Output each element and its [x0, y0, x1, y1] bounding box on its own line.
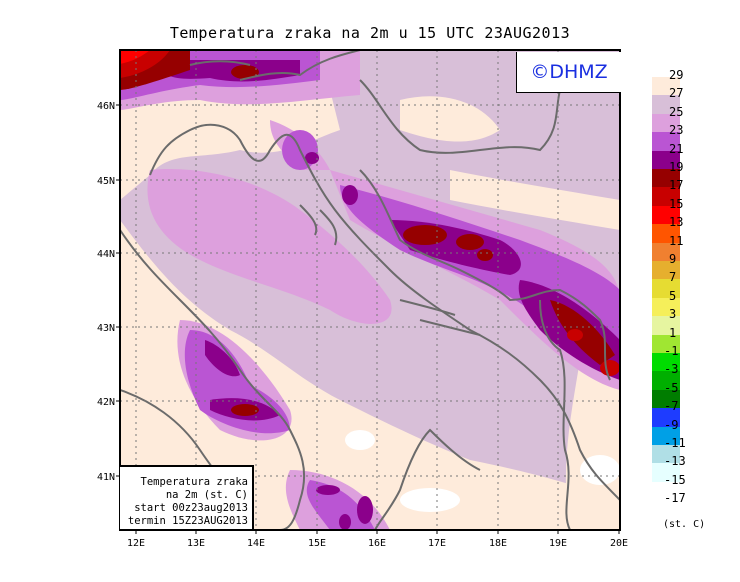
legend-swatch: [652, 316, 680, 335]
legend-label: 27: [669, 86, 684, 101]
legend-swatch: [652, 187, 680, 206]
lat-tick: 44N: [97, 249, 115, 260]
legend-label: 3: [669, 307, 677, 322]
info-line: Temperatura zraka: [140, 476, 248, 488]
legend-label: 17: [669, 178, 684, 193]
legend-label: -11: [664, 436, 686, 450]
field-27-29: [120, 87, 620, 530]
map-title: Temperatura zraka na 2m u 15 UTC 23AUG20…: [169, 24, 571, 42]
legend-label: -15: [664, 472, 686, 487]
coastlines: [120, 50, 620, 530]
legend-swatch: [652, 445, 680, 464]
lat-tick: 42N: [97, 397, 115, 408]
legend-label: -7: [664, 399, 679, 414]
legend-label: -5: [664, 380, 679, 395]
field-above-29: [345, 430, 620, 512]
legend-swatch: [652, 334, 680, 353]
legend-swatch: [652, 389, 680, 409]
info-line: start 00z23aug2013: [134, 502, 248, 514]
legend-swatch: [652, 205, 680, 225]
info-box: Temperatura zraka na 2m (st. C) start 00…: [120, 465, 254, 529]
lon-tick: 19E: [549, 538, 567, 549]
legend-swatch: [652, 113, 680, 133]
legend-units: (st. C): [663, 519, 706, 530]
dhmz-logo: ©DHMZ: [516, 52, 621, 93]
legend-swatch: [652, 261, 680, 280]
lon-tick: 16E: [368, 538, 386, 549]
legend-label: -9: [664, 417, 679, 432]
legend-label: 15: [669, 196, 684, 211]
map-frame: [119, 49, 621, 531]
lat-tick: 41N: [97, 472, 115, 483]
field-17-19: [120, 50, 615, 416]
legend-label: 23: [669, 123, 684, 138]
legend-label: 25: [669, 104, 684, 119]
legend-label: 5: [669, 288, 677, 303]
legend-label: 7: [669, 270, 677, 285]
legend-swatch: [652, 242, 680, 261]
lon-tick: 15E: [308, 538, 326, 549]
legend-label: -3: [664, 362, 679, 377]
legend-swatch: [652, 279, 680, 298]
field-13-15: [120, 50, 150, 64]
lon-tick: 14E: [247, 538, 265, 549]
legend-label: -13: [664, 454, 686, 469]
legend-swatch: [652, 463, 680, 482]
legend-swatch: [652, 224, 680, 243]
lon-tick: 17E: [428, 538, 446, 549]
graticule: [120, 50, 620, 530]
legend-swatch: [652, 353, 680, 372]
legend-swatch: [652, 371, 680, 390]
lon-tick: 20E: [610, 538, 628, 549]
legend-label: 13: [669, 215, 684, 230]
lon-tick: 13E: [187, 538, 205, 549]
legend-label: -17: [664, 491, 686, 506]
legend-swatch: [652, 95, 680, 114]
legend-label: 9: [669, 252, 677, 266]
legend-swatch: [652, 426, 680, 445]
legend-swatch: [652, 132, 680, 151]
lat-tick: 45N: [97, 176, 115, 187]
info-line: na 2m (st. C): [165, 489, 248, 501]
legend-label: 19: [669, 160, 684, 174]
legend-label: 21: [669, 141, 684, 156]
legend-swatch: [652, 408, 680, 427]
legend-label: 29: [669, 68, 684, 82]
legend-swatch: [652, 77, 680, 96]
lon-tick: 12E: [127, 538, 145, 549]
info-line: termin 15Z23AUG2013: [127, 515, 248, 527]
lat-tick: 46N: [97, 101, 115, 112]
legend-label: 11: [669, 233, 684, 248]
lon-tick: 18E: [489, 538, 507, 549]
lat-tick: 43N: [97, 323, 115, 334]
legend-swatch: [652, 297, 680, 317]
legend-swatch: [652, 169, 680, 188]
legend-swatch: [652, 150, 680, 169]
legend-label: 1: [669, 325, 677, 340]
legend-label: -1: [664, 344, 679, 358]
